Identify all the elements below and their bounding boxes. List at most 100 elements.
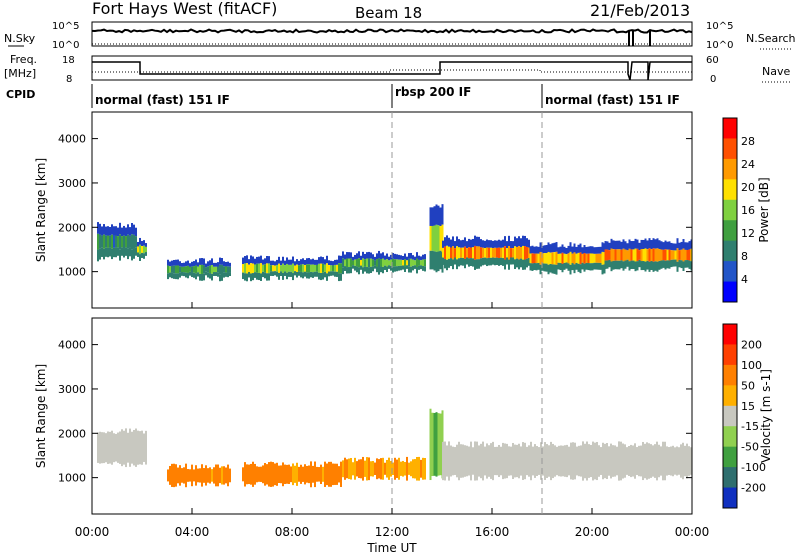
velocity-colorbar-label: Velocity [m s-1] — [759, 369, 773, 463]
velocity-colorbar-tick-7: -200 — [741, 482, 766, 495]
nsky-tick-bottom: 10^0 — [52, 40, 79, 51]
power-ytick-label-0: 1000 — [58, 266, 86, 279]
cpid-segment-2: normal (fast) 151 IF — [545, 93, 680, 107]
power-colorbar-swatch-3 — [723, 179, 737, 201]
velocity-colorbar-swatch-8 — [723, 487, 737, 509]
velocity-band-0 — [97, 428, 147, 468]
velocity-band-2 — [242, 461, 342, 488]
x-tick-label-5: 20:00 — [575, 525, 610, 539]
x-tick-label-3: 12:00 — [375, 525, 410, 539]
power-colorbar-swatch-4 — [723, 199, 737, 221]
nave-trace — [92, 69, 692, 73]
nsearch-tick-bottom: 10^0 — [706, 40, 733, 51]
x-axis-label: Time UT — [366, 541, 417, 554]
velocity-colorbar-tick-1: 100 — [741, 359, 762, 372]
power-yticks: 1000 2000 3000 4000 — [58, 133, 692, 279]
nsearch-label: N.Search — [746, 32, 796, 45]
cpid-row: CPID normal (fast) 151 IF rbsp 200 IF no… — [6, 84, 680, 108]
x-tick-label-4: 16:00 — [475, 525, 510, 539]
x-tick-label-1: 04:00 — [175, 525, 210, 539]
power-band-1 — [137, 237, 147, 261]
power-colorbar-swatch-2 — [723, 158, 737, 180]
power-band-5 — [429, 204, 444, 273]
power-band-3 — [242, 255, 342, 282]
power-colorbar-frame — [722, 117, 738, 303]
power-ytick-label-1: 2000 — [58, 221, 86, 234]
velocity-colorbar-tick-3: 15 — [741, 400, 755, 413]
velocity-colorbar-swatch-1 — [723, 344, 737, 366]
power-colorbar-tick-1: 8 — [741, 250, 748, 263]
velocity-panel: 1000 2000 3000 4000 Slant Range [km] 200 100… — [34, 317, 773, 515]
nave-tick-bottom: 0 — [710, 74, 716, 85]
nsky-panel: N.Sky 10^5 10^0 10^5 10^0 N.Search — [4, 21, 796, 51]
velocity-frame — [91, 317, 693, 515]
nsearch-tick-top: 10^5 — [706, 21, 733, 32]
power-colorbar-tick-3: 16 — [741, 204, 755, 217]
velocity-colorbar-swatch-4 — [723, 405, 737, 427]
velocity-band-1 — [167, 463, 231, 488]
power-colorbar-tick-6: 28 — [741, 135, 755, 148]
power-colorbar-swatch-8 — [723, 281, 737, 303]
power-frame — [91, 111, 693, 309]
beam-label: Beam 18 — [355, 4, 422, 22]
power-band-7 — [529, 242, 606, 275]
x-axis: 00:00 04:00 08:00 12:00 16:00 20:00 00:00 — [75, 302, 710, 539]
velocity-band-5 — [442, 441, 692, 481]
nsky-label: N.Sky — [4, 32, 36, 45]
power-colorbar-tick-0: 4 — [741, 273, 748, 286]
power-colorbar-swatch-5 — [723, 220, 737, 242]
velocity-colorbar-swatch-3 — [723, 385, 737, 407]
power-band-2 — [167, 257, 231, 282]
velocity-colorbar-tick-4: -15 — [741, 420, 759, 433]
power-ylabel: Slant Range [km] — [34, 158, 48, 262]
power-ytick-label-3: 4000 — [58, 133, 86, 146]
x-tick-label-0: 00:00 — [75, 525, 110, 539]
velocity-colorbar-tick-0: 200 — [741, 338, 762, 351]
power-band-6 — [442, 235, 530, 271]
velocity-ytick-label-0: 1000 — [58, 472, 86, 485]
velocity-colorbar-swatch-0 — [723, 324, 737, 345]
velocity-ytick-label-3: 4000 — [58, 339, 86, 352]
velocity-colorbar-swatch-5 — [723, 426, 737, 448]
freq-trace — [92, 61, 692, 81]
power-ytick-label-2: 3000 — [58, 177, 86, 190]
velocity-colorbar-frame — [722, 323, 738, 509]
velocity-band-4 — [429, 408, 444, 481]
power-band-0 — [97, 222, 137, 262]
x-tick-label-6: 00:00 — [675, 525, 710, 539]
velocity-colorbar-swatch-6 — [723, 446, 737, 468]
power-panel: 1000 2000 3000 4000 Slant Range [km] 4 8 12 16… — [34, 111, 771, 309]
cpid-segment-1: rbsp 200 IF — [395, 85, 471, 99]
velocity-colorbar: 200 100 50 15 -15 -50 -100 -200 — [722, 323, 766, 509]
cpid-segment-0: normal (fast) 151 IF — [95, 93, 230, 107]
velocity-colorbar-tick-6: -100 — [741, 461, 766, 474]
power-colorbar: 4 8 12 16 20 24 28 — [722, 117, 755, 303]
freq-tick-top: 18 — [62, 55, 75, 66]
velocity-ytick-label-1: 2000 — [58, 427, 86, 440]
cpid-label: CPID — [6, 88, 35, 101]
power-colorbar-swatch-6 — [723, 240, 737, 262]
power-colorbar-label: Power [dB] — [757, 177, 771, 242]
velocity-colorbar-tick-2: 50 — [741, 379, 755, 392]
nave-label: Nave — [762, 65, 790, 78]
velocity-ytick-label-2: 3000 — [58, 383, 86, 396]
power-colorbar-tick-2: 12 — [741, 227, 755, 240]
freq-panel: Freq. [MHz] 18 8 60 0 Nave — [4, 53, 790, 85]
velocity-data-layer — [97, 408, 692, 488]
freq-unit-label: [MHz] — [4, 67, 36, 80]
nave-tick-top: 60 — [706, 55, 719, 66]
plot-title: Fort Hays West (fitACF) — [92, 0, 277, 18]
power-colorbar-swatch-7 — [723, 261, 737, 283]
velocity-ylabel: Slant Range [km] — [34, 364, 48, 468]
power-colorbar-tick-4: 20 — [741, 181, 755, 194]
velocity-colorbar-swatch-7 — [723, 467, 737, 489]
power-colorbar-swatch-1 — [723, 138, 737, 160]
power-data-layer — [97, 204, 693, 282]
velocity-yticks: 1000 2000 3000 4000 — [58, 339, 692, 485]
date-label: 21/Feb/2013 — [590, 1, 690, 20]
freq-tick-bottom: 8 — [66, 74, 72, 85]
nsky-tick-top: 10^5 — [52, 21, 79, 32]
nsky-trace — [91, 28, 693, 34]
power-colorbar-tick-5: 24 — [741, 158, 755, 171]
